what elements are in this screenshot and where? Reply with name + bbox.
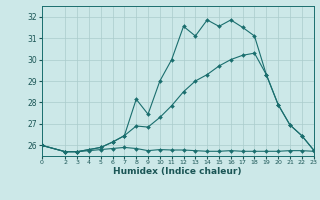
- X-axis label: Humidex (Indice chaleur): Humidex (Indice chaleur): [113, 167, 242, 176]
